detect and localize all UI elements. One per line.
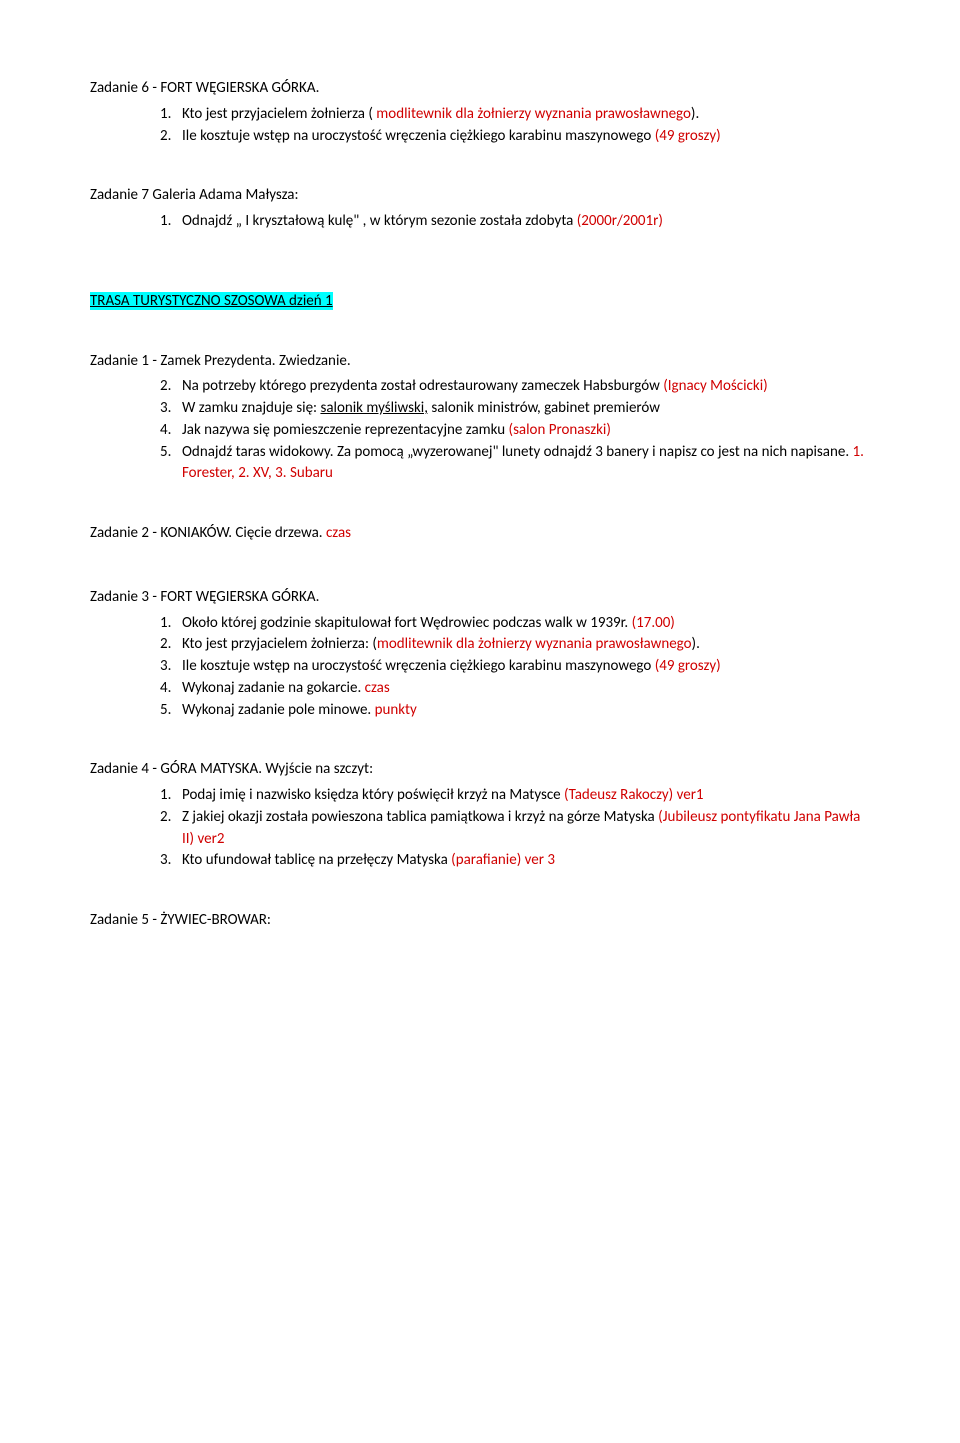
item-number: 2. xyxy=(160,126,182,148)
item-text: Kto jest przyjacielem żołnierza ( modlit… xyxy=(182,104,870,126)
list-item: 3. W zamku znajduje się: salonik myśliws… xyxy=(160,398,870,420)
item-text: Jak nazywa się pomieszczenie reprezentac… xyxy=(182,420,870,442)
item-number: 2. xyxy=(160,807,182,851)
item-text: Odnajdź taras widokowy. Za pomocą „wyzer… xyxy=(182,442,870,486)
item-number: 3. xyxy=(160,656,182,678)
item-number: 2. xyxy=(160,376,182,398)
task7-title: Zadanie 7 Galeria Adama Małysza: xyxy=(90,185,870,207)
list-item: 4. Jak nazywa się pomieszczenie reprezen… xyxy=(160,420,870,442)
list-item: 3. Kto ufundował tablicę na przełęczy Ma… xyxy=(160,850,870,872)
item-text: Około której godzinie skapitulował fort … xyxy=(182,613,870,635)
item-number: 5. xyxy=(160,442,182,486)
task1b-title: Zadanie 1 - Zamek Prezydenta. Zwiedzanie… xyxy=(90,351,870,373)
list-item: 2. Z jakiej okazji została powieszona ta… xyxy=(160,807,870,851)
answer-text: (49 groszy) xyxy=(655,657,721,675)
list-item: 1. Kto jest przyjacielem żołnierza ( mod… xyxy=(160,104,870,126)
list-item: 4. Wykonaj zadanie na gokarcie. czas xyxy=(160,678,870,700)
task3b-title: Zadanie 3 - FORT WĘGIERSKA GÓRKA. xyxy=(90,587,870,609)
answer-text: (salon Pronaszki) xyxy=(509,421,611,439)
item-number: 3. xyxy=(160,850,182,872)
list-item: 1. Około której godzinie skapitulował fo… xyxy=(160,613,870,635)
answer-text: czas xyxy=(365,679,390,697)
item-number: 1. xyxy=(160,211,182,233)
list-item: 2. Kto jest przyjacielem żołnierza: (mod… xyxy=(160,634,870,656)
item-text: Wykonaj zadanie pole minowe. punkty xyxy=(182,700,870,722)
item-text: Kto ufundował tablicę na przełęczy Matys… xyxy=(182,850,870,872)
route-heading: TRASA TURYSTYCZNO SZOSOWA dzień 1 xyxy=(90,291,870,313)
item-number: 4. xyxy=(160,678,182,700)
item-text: Z jakiej okazji została powieszona tabli… xyxy=(182,807,870,851)
item-number: 3. xyxy=(160,398,182,420)
answer-text: (Ignacy Mościcki) xyxy=(663,377,768,395)
answer-text: (2000r/2001r) xyxy=(577,212,663,230)
answer-text: (17.00) xyxy=(632,614,675,632)
list-item: 1. Odnajdź „ I kryształową kulę" , w któ… xyxy=(160,211,870,233)
item-number: 2. xyxy=(160,634,182,656)
answer-text: (49 groszy) xyxy=(655,127,721,145)
list-item: 2. Ile kosztuje wstęp na uroczystość wrę… xyxy=(160,126,870,148)
item-number: 1. xyxy=(160,104,182,126)
answer-text: (parafianie) ver 3 xyxy=(451,851,555,869)
item-number: 5. xyxy=(160,700,182,722)
item-text: Ile kosztuje wstęp na uroczystość wręcze… xyxy=(182,126,870,148)
task5b-title: Zadanie 5 - ŻYWIEC-BROWAR: xyxy=(90,910,870,932)
item-text: Ile kosztuje wstęp na uroczystość wręcze… xyxy=(182,656,870,678)
item-text: Odnajdź „ I kryształową kulę" , w którym… xyxy=(182,211,870,233)
item-text: Wykonaj zadanie na gokarcie. czas xyxy=(182,678,870,700)
item-number: 1. xyxy=(160,785,182,807)
answer-text: czas xyxy=(326,524,351,542)
list-item: 1. Podaj imię i nazwisko księdza który p… xyxy=(160,785,870,807)
answer-text: punkty xyxy=(375,701,417,719)
list-item: 5. Wykonaj zadanie pole minowe. punkty xyxy=(160,700,870,722)
task6-title: Zadanie 6 - FORT WĘGIERSKA GÓRKA. xyxy=(90,78,870,100)
underlined-text: salonik myśliwski, xyxy=(320,399,428,417)
list-item: 2. Na potrzeby którego prezydenta został… xyxy=(160,376,870,398)
list-item: 3. Ile kosztuje wstęp na uroczystość wrę… xyxy=(160,656,870,678)
answer-text: modlitewnik dla żołnierzy wyznania prawo… xyxy=(377,635,692,653)
item-text: W zamku znajduje się: salonik myśliwski,… xyxy=(182,398,870,420)
item-text: Kto jest przyjacielem żołnierza: (modlit… xyxy=(182,634,870,656)
task2b-title: Zadanie 2 - KONIAKÓW. Cięcie drzewa. cza… xyxy=(90,523,870,545)
task4b-title: Zadanie 4 - GÓRA MATYSKA. Wyjście na szc… xyxy=(90,759,870,781)
answer-text: modlitewnik dla żołnierzy wyznania prawo… xyxy=(376,105,691,123)
answer-text: (Tadeusz Rakoczy) ver1 xyxy=(564,786,704,804)
item-text: Podaj imię i nazwisko księdza który pośw… xyxy=(182,785,870,807)
item-number: 4. xyxy=(160,420,182,442)
item-number: 1. xyxy=(160,613,182,635)
list-item: 5. Odnajdź taras widokowy. Za pomocą „wy… xyxy=(160,442,870,486)
item-text: Na potrzeby którego prezydenta został od… xyxy=(182,376,870,398)
